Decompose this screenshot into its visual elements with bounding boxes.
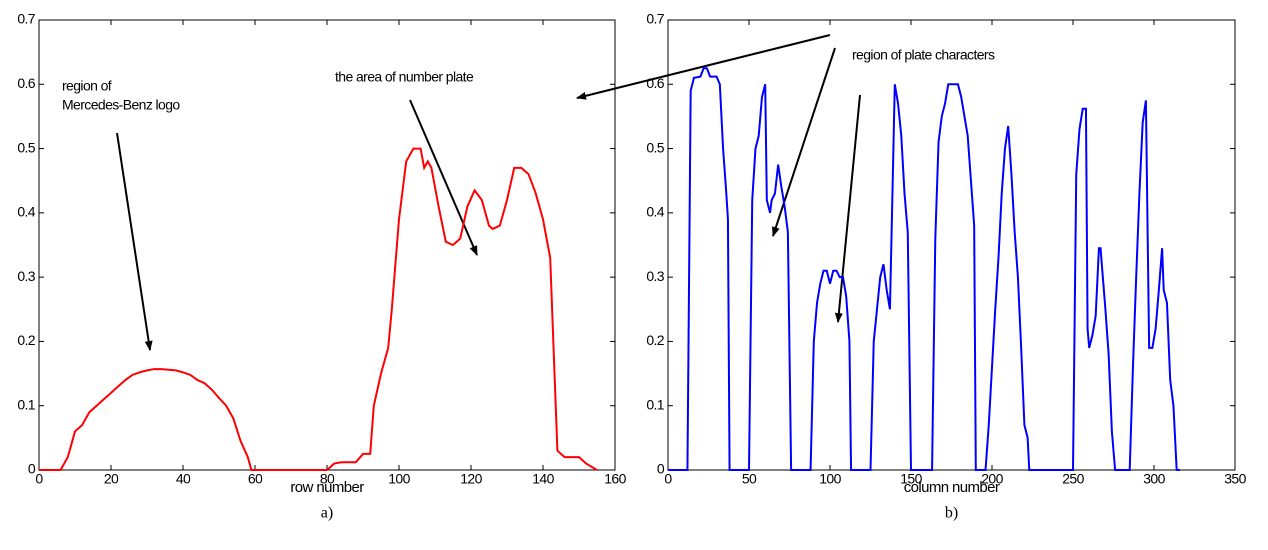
arrow [409,99,478,256]
y-tick-label: 0.7 [646,11,664,27]
x-tick-label: 200 [981,471,1003,487]
y-tick-label: 0.1 [646,396,664,412]
annotation: Mercedes-Benz logo [62,97,180,113]
annotation: region of plate characters [852,47,995,63]
y-tick-label: 0.4 [646,204,664,220]
y-tick-label: 0.3 [17,268,35,284]
x-axis-label: column number [904,479,1000,496]
arrow [576,34,831,100]
y-tick-label: 0.5 [17,139,35,155]
annotation: the area of number plate [335,69,474,85]
arrow [116,132,153,351]
y-tick-label: 0.1 [17,396,35,412]
y-tick-label: 0.5 [646,139,664,155]
x-tick-label: 150 [900,471,922,487]
y-tick-label: 0 [657,461,665,477]
x-tick-label: 350 [1224,471,1246,487]
x-tick-label: 160 [604,471,626,487]
x-tick-label: 60 [248,471,263,487]
x-tick-label: 140 [532,471,554,487]
y-tick-label: 0.3 [646,268,664,284]
y-tick-label: 0.4 [17,204,35,220]
x-tick-label: 300 [1143,471,1165,487]
annotation: region of [62,78,112,94]
x-tick-label: 20 [104,471,119,487]
x-tick-label: 100 [819,471,841,487]
y-tick-label: 0.2 [17,332,35,348]
y-tick-label: 0.6 [17,75,35,91]
caption: a) [321,505,333,522]
data-line [39,147,598,471]
x-tick-label: 40 [176,471,191,487]
y-tick-label: 0.7 [17,11,35,27]
x-tick-label: 100 [388,471,410,487]
axes-box [38,19,616,471]
x-tick-label: 120 [460,471,482,487]
y-tick-label: 0 [28,461,36,477]
data-line [668,67,1180,471]
x-tick-label: 80 [320,471,335,487]
x-tick-label: 0 [664,471,672,487]
x-tick-label: 50 [742,471,757,487]
arrow [772,47,836,237]
axes-box [667,19,1236,471]
x-tick-label: 250 [1062,471,1084,487]
x-tick-label: 0 [35,471,43,487]
y-tick-label: 0.6 [646,75,664,91]
x-axis-label: row number [290,479,364,496]
arrow [834,94,861,323]
caption: b) [945,505,958,522]
arrows [116,34,861,351]
y-tick-label: 0.2 [646,332,664,348]
